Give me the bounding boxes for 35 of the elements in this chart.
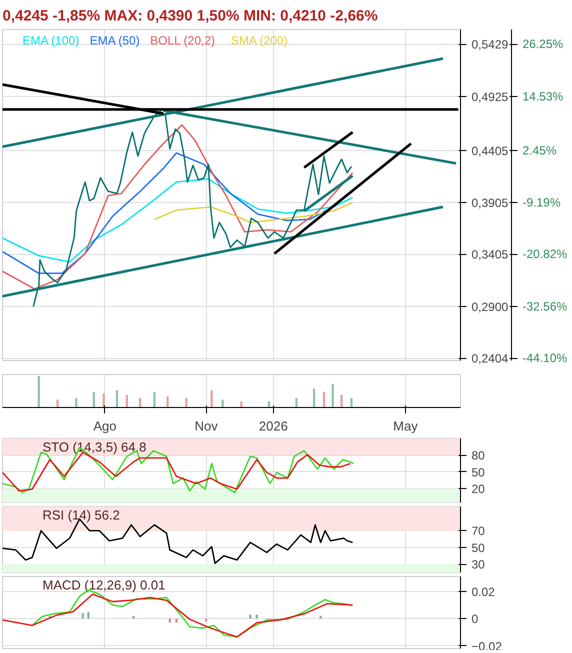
chart-title: RSI (14) 56.2 bbox=[42, 508, 120, 522]
x-tick-label: Nov bbox=[194, 418, 218, 434]
y2-tick-label: 26.25% bbox=[522, 37, 564, 52]
y-tick-label: 0,2900 bbox=[472, 300, 509, 314]
y-tick-label: 50 bbox=[472, 465, 486, 480]
y2-tick-label: -9.19% bbox=[522, 195, 561, 210]
y-tick-label: 30 bbox=[472, 558, 486, 572]
y2-tick-label: 2.45% bbox=[522, 143, 557, 158]
chart-title: 0,4245 -1,85% MAX: 0,4390 1,50% MIN: 0,4210 -2,66% bbox=[2, 8, 378, 24]
text: EMA (100) bbox=[22, 34, 80, 48]
y2-tick-label: -20.82% bbox=[522, 247, 568, 262]
text: SMA (200) bbox=[230, 34, 288, 48]
y-tick-label: 0,3905 bbox=[472, 196, 509, 210]
x-tick-label: May bbox=[393, 418, 418, 434]
y-tick-label: 0,4405 bbox=[472, 144, 509, 158]
y-tick-label: 0,2404 bbox=[472, 352, 509, 366]
y2-tick-label: 14.53% bbox=[522, 89, 564, 104]
y-tick-label: 50 bbox=[472, 540, 486, 555]
y-tick-label: 80 bbox=[472, 448, 486, 463]
y-tick-label: 0 bbox=[472, 612, 478, 626]
y-tick-label: 0,5429 bbox=[472, 38, 509, 52]
x-tick-label: Ago bbox=[93, 418, 116, 434]
y-tick-label: 70 bbox=[472, 524, 486, 538]
y-tick-label: 0.02 bbox=[472, 584, 496, 599]
y2-tick-label: -44.10% bbox=[522, 351, 568, 366]
y-tick-label: −0.02 bbox=[472, 639, 502, 653]
y-tick-label: 0,3405 bbox=[472, 248, 509, 262]
y-tick-label: 20 bbox=[472, 482, 486, 496]
text: BOLL (20,2) bbox=[150, 34, 216, 48]
chart-title: STO (14,3,5) 64.8 bbox=[42, 440, 146, 454]
y2-tick-label: -32.56% bbox=[522, 300, 568, 314]
y-tick-label: 0,4925 bbox=[472, 90, 509, 104]
text: EMA (50) bbox=[90, 34, 140, 48]
chart-title: MACD (12,26,9) 0.01 bbox=[42, 578, 166, 592]
x-tick-label: 2026 bbox=[258, 418, 288, 434]
